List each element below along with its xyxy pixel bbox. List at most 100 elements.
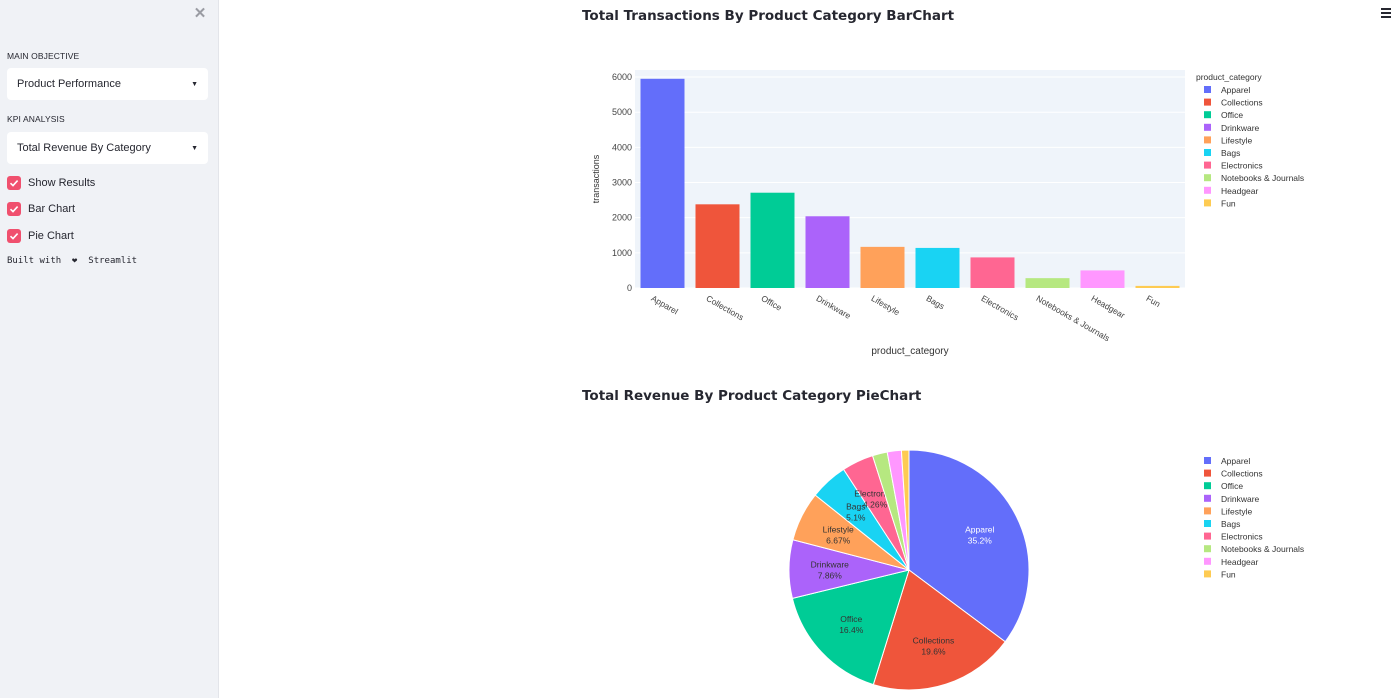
bar: [805, 216, 850, 288]
slice-category-label: Collections: [913, 635, 955, 645]
slice-percent-label: 6.67%: [826, 536, 851, 546]
checkmark-icon: [7, 176, 21, 190]
bar-chart-label: Bar Chart: [28, 203, 76, 215]
legend-swatch: [1204, 199, 1211, 207]
legend-swatch: [1204, 98, 1211, 106]
legend-entry: Apparel: [1221, 456, 1250, 466]
x-tick-label: Collections: [705, 293, 746, 322]
bar: [860, 246, 905, 288]
legend-swatch: [1204, 123, 1211, 131]
bar: [1025, 278, 1070, 288]
legend-swatch: [1204, 494, 1211, 502]
bar: [695, 204, 740, 288]
slice-percent-label: 7.86%: [818, 570, 843, 580]
slice-category-label: Lifestyle: [823, 525, 854, 535]
show-results-label: Show Results: [28, 177, 96, 189]
slice-percent-label: 16.4%: [839, 625, 864, 635]
legend-swatch: [1204, 457, 1211, 464]
bar: [1135, 285, 1180, 288]
legend-swatch: [1204, 570, 1211, 578]
pie-slice: [791, 569, 910, 686]
legend-entry: Bags: [1221, 519, 1240, 529]
bar: [1080, 270, 1125, 288]
slice-category-label: Office: [840, 614, 862, 624]
legend-entry: Electronics: [1221, 161, 1263, 171]
pie-chart-checkbox[interactable]: Pie Chart: [7, 229, 74, 243]
built-with-streamlit: Built with ❤ Streamlit: [7, 256, 138, 266]
pie-slice: [900, 449, 910, 571]
close-sidebar-icon[interactable]: ✕: [193, 5, 207, 22]
kpi-analysis-value: Total Revenue By Category: [17, 142, 151, 154]
y-tick-label: 2000: [612, 213, 632, 223]
legend-title: product_category: [1196, 72, 1262, 82]
legend-swatch: [1204, 532, 1211, 540]
caret-down-icon: ▼: [191, 144, 198, 152]
legend-entry: Notebooks & Journals: [1221, 544, 1304, 554]
legend-entry: Electronics: [1221, 532, 1263, 542]
legend-entry: Headgear: [1221, 557, 1259, 567]
x-tick-label: Apparel: [650, 293, 680, 316]
bar: [640, 78, 685, 289]
legend-entry: Office: [1221, 481, 1243, 491]
bar-chart-title: Total Transactions By Product Category B…: [582, 8, 955, 24]
show-results-checkbox[interactable]: Show Results: [7, 176, 95, 190]
y-tick-label: 5000: [612, 107, 632, 117]
legend-entry: Office: [1221, 110, 1243, 120]
legend-swatch: [1204, 557, 1211, 565]
slice-percent-label: 4.26%: [863, 499, 888, 509]
legend-entry: Apparel: [1221, 85, 1250, 95]
legend-swatch: [1204, 186, 1211, 194]
legend-swatch: [1204, 149, 1211, 156]
legend-entry: Collections: [1221, 469, 1263, 479]
bar-chart-checkbox[interactable]: Bar Chart: [7, 202, 75, 216]
y-axis-label: transactions: [591, 154, 601, 203]
main-objective-select[interactable]: Product Performance ▼: [7, 68, 208, 100]
x-tick-label: Lifestyle: [870, 293, 902, 317]
main-objective-label: MAIN OBJECTIVE: [7, 51, 80, 61]
hamburger-menu-icon[interactable]: [1381, 8, 1391, 18]
kpi-analysis-select[interactable]: Total Revenue By Category ▼: [7, 132, 208, 164]
y-tick-label: 0: [627, 283, 632, 293]
x-axis-label: product_category: [871, 346, 948, 357]
main-objective-value: Product Performance: [17, 78, 121, 90]
kpi-analysis-label: KPI ANALYSIS: [7, 114, 65, 124]
y-tick-label: 6000: [612, 72, 632, 82]
legend-entry: Drinkware: [1221, 123, 1260, 133]
legend-swatch: [1204, 86, 1211, 93]
legend-swatch: [1204, 520, 1211, 527]
legend-swatch: [1204, 161, 1211, 169]
legend-entry: Bags: [1221, 148, 1240, 158]
legend-entry: Headgear: [1221, 186, 1259, 196]
legend-entry: Lifestyle: [1221, 506, 1252, 516]
slice-category-label: Electronics: [854, 488, 896, 498]
legend-swatch: [1204, 469, 1211, 477]
legend-swatch: [1204, 507, 1211, 515]
checkmark-icon: [7, 229, 21, 243]
x-tick-label: Headgear: [1090, 293, 1127, 320]
legend-swatch: [1204, 174, 1211, 182]
legend-swatch: [1204, 111, 1211, 119]
pie-chart-label: Pie Chart: [28, 230, 74, 242]
sidebar: ✕ MAIN OBJECTIVE Product Performance ▼ K…: [0, 0, 219, 698]
y-tick-label: 4000: [612, 142, 632, 152]
checkmark-icon: [7, 202, 21, 216]
bar: [915, 247, 960, 288]
x-tick-label: Bags: [925, 293, 947, 311]
bar: [970, 257, 1015, 288]
legend-entry: Fun: [1221, 198, 1236, 208]
pie-chart: Apparel35.2%Collections19.6%Office16.4%D…: [788, 449, 1304, 691]
bar-chart: 0 1000 2000 3000 4000 5000 6000 Apparel Collecti…: [591, 70, 1304, 357]
legend-entry: Drinkware: [1221, 494, 1260, 504]
x-tick-label: Drinkware: [815, 293, 853, 321]
slice-category-label: Drinkware: [811, 559, 850, 569]
x-tick-label: Electronics: [980, 293, 1021, 322]
legend-entry: Notebooks & Journals: [1221, 173, 1304, 183]
pie-slice: [908, 449, 1030, 643]
legend-entry: Collections: [1221, 98, 1263, 108]
legend-entry: Lifestyle: [1221, 135, 1252, 145]
slice-category-label: Apparel: [965, 524, 994, 534]
pie-slice: [872, 569, 1006, 691]
x-tick-label: Fun: [1145, 293, 1163, 309]
legend-swatch: [1204, 545, 1211, 553]
slice-category-label: Bags: [846, 501, 865, 511]
